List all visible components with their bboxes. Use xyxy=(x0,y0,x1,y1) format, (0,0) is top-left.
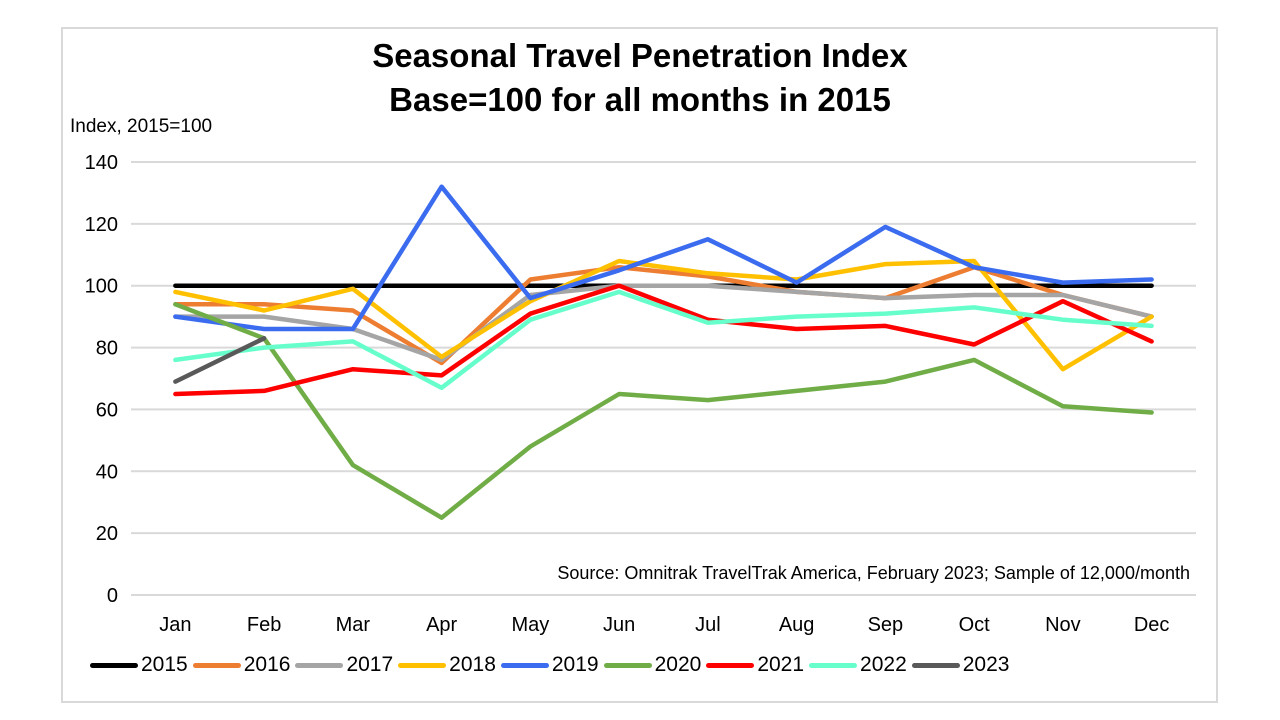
y-tick-label: 100 xyxy=(85,276,118,298)
legend: 2015 2016 2017 2018 2019 2020 2021 2022 2023 xyxy=(90,653,1014,677)
y-tick-label: 40 xyxy=(96,461,118,483)
chart-frame xyxy=(61,27,1218,703)
chart-title: Seasonal Travel Penetration Index xyxy=(372,37,908,74)
legend-label: 2017 xyxy=(346,653,394,676)
x-tick-label: Jul xyxy=(695,614,721,636)
legend-label: 2016 xyxy=(243,653,291,676)
y-tick-label: 80 xyxy=(96,338,118,360)
legend-swatch xyxy=(603,662,652,668)
legend-swatch xyxy=(500,662,549,668)
legend-item-2021: 2021 xyxy=(706,653,804,677)
legend-item-2023: 2023 xyxy=(911,653,1010,677)
legend-item-2018: 2018 xyxy=(398,653,496,677)
chart-subtitle: Base=100 for all months in 2015 xyxy=(389,81,891,118)
legend-label: 2022 xyxy=(860,653,907,676)
y-tick-label: 20 xyxy=(96,523,118,545)
legend-swatch xyxy=(911,662,960,668)
x-tick-label: Aug xyxy=(779,614,815,636)
legend-item-2020: 2020 xyxy=(603,653,702,677)
x-tick-label: Jan xyxy=(159,614,191,636)
x-tick-label: Feb xyxy=(247,614,281,636)
series-line-2022 xyxy=(173,289,1154,391)
legend-swatch xyxy=(90,662,138,668)
series-line-2021 xyxy=(173,283,1154,397)
y-tick-label: 0 xyxy=(107,585,118,607)
x-tick-label: Dec xyxy=(1134,614,1170,636)
legend-label: 2021 xyxy=(757,653,805,676)
x-tick-labels: Jan Feb Mar Apr May Jun Jul Aug Sep Oct Nov Dec xyxy=(159,614,1169,636)
x-tick-label: May xyxy=(511,614,549,636)
legend-label: 2023 xyxy=(962,653,1010,676)
x-tick-label: Nov xyxy=(1045,614,1081,636)
y-tick-label: 120 xyxy=(85,214,118,236)
source-annotation: Source: Omnitrak TravelTrak America, Feb… xyxy=(557,563,1190,583)
series-line-2019 xyxy=(173,184,1154,332)
legend-label: 2015 xyxy=(141,653,188,676)
series-line-2023 xyxy=(173,336,267,384)
series-lines xyxy=(173,184,1154,520)
series-line-2020 xyxy=(173,302,1154,520)
legend-label: 2020 xyxy=(654,653,702,676)
legend-label: 2018 xyxy=(449,653,496,676)
legend-swatch xyxy=(192,662,241,668)
y-tick-label: 140 xyxy=(85,152,118,174)
x-tick-label: Apr xyxy=(426,614,457,636)
series-line-2018 xyxy=(173,258,1154,372)
legend-swatch xyxy=(398,662,447,668)
legend-item-2016: 2016 xyxy=(192,653,291,677)
legend-swatch xyxy=(295,662,344,668)
series-line-2016 xyxy=(173,264,1154,366)
legend-item-2019: 2019 xyxy=(500,653,599,677)
x-tick-label: Oct xyxy=(959,614,991,636)
legend-item-2015: 2015 xyxy=(90,653,188,677)
x-tick-label: Jun xyxy=(603,614,635,636)
legend-swatch xyxy=(809,662,858,668)
legend-item-2017: 2017 xyxy=(295,653,393,677)
legend-item-2022: 2022 xyxy=(809,653,907,677)
legend-swatch xyxy=(706,662,755,668)
y-tick-labels: 0 20 40 60 80 100 120 140 xyxy=(85,152,118,607)
legend-label: 2019 xyxy=(551,653,599,676)
x-tick-label: Sep xyxy=(868,614,904,636)
y-tick-label: 60 xyxy=(96,399,118,421)
y-axis-label: Index, 2015=100 xyxy=(70,116,213,137)
x-tick-label: Mar xyxy=(336,614,371,636)
